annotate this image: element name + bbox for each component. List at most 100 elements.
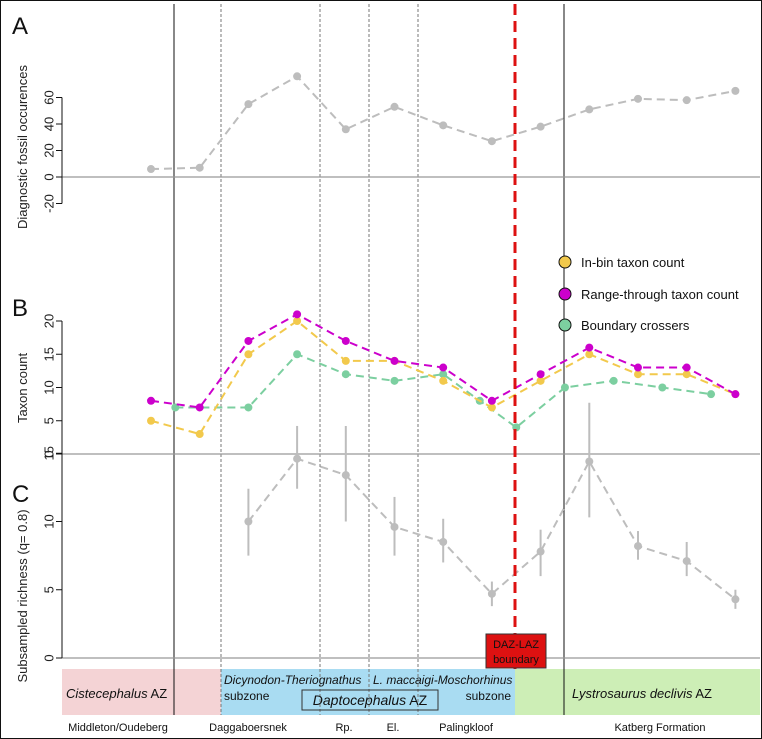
formation-label-middleton: Middleton/Oudeberg [68, 722, 168, 734]
in-bin-point [585, 350, 594, 359]
richness-point [439, 537, 448, 546]
richness-point [244, 517, 253, 526]
y-axis-c: 0 5 10 15 [41, 446, 63, 662]
zone-cistecephalus-bg [62, 669, 221, 715]
formation-label-el: El. [387, 722, 400, 734]
zone-label-cistecephalus: Cistecephalus AZ [66, 686, 167, 701]
in-bin-point [244, 350, 253, 359]
range-through-point [293, 310, 302, 319]
richness-point [341, 471, 350, 480]
occurrence-point [147, 165, 155, 174]
panel-label-b: B [12, 295, 28, 322]
y-tick-label: 60 [41, 90, 56, 104]
occurrence-point [439, 121, 448, 130]
in-bin-point [682, 370, 691, 379]
boundary-box-line2: boundary [493, 654, 539, 666]
range-through-point [585, 343, 594, 352]
occurrence-point [293, 72, 302, 81]
in-bin-point [634, 370, 642, 379]
legend-label-in-bin: In-bin taxon count [581, 255, 685, 270]
y-tick-label: 0 [41, 173, 56, 180]
y-tick-label: -20 [41, 194, 56, 213]
boundary-crossers-point [293, 350, 302, 359]
plot-b [147, 310, 740, 439]
occurrence-point [634, 94, 642, 103]
formation-label-palingkloof: Palingkloof [439, 722, 494, 734]
in-bin-point [536, 376, 545, 385]
boundary-box [485, 633, 547, 669]
zone-label-dicynodon-sub: subzone [224, 689, 270, 703]
y-tick-label: 40 [41, 117, 56, 131]
y-tick-label: 0 [41, 654, 56, 661]
legend: In-bin taxon count Range-through taxon c… [558, 255, 739, 333]
in-bin-point [293, 317, 302, 325]
zone-label-maccaigi-sub: subzone [466, 689, 512, 703]
zone-daptocephalus-bg [221, 669, 515, 715]
boundary-crossers-point [244, 403, 253, 412]
range-through-point [487, 396, 496, 405]
y-tick-label: 5 [41, 417, 56, 424]
formation-dividers [220, 4, 419, 715]
boundary-crossers-point [390, 376, 399, 385]
range-through-point [634, 363, 642, 372]
y-tick-label: 15 [41, 446, 56, 460]
y-tick-label: 10 [41, 514, 56, 528]
plot-a [147, 72, 740, 174]
plot-c [244, 402, 740, 609]
boundary-crossers-point [439, 370, 448, 379]
range-through-point [682, 363, 691, 372]
occurrence-point [585, 105, 594, 114]
occurrence-point [195, 163, 204, 172]
y-axis-b: 0 5 10 15 20 [41, 314, 63, 458]
richness-point [390, 522, 399, 531]
occurrence-point [341, 125, 350, 134]
range-through-point [244, 336, 253, 345]
y-tick-label: 0 [41, 450, 56, 457]
legend-marker-range-through [558, 287, 572, 301]
in-bin-point [439, 376, 448, 385]
zone-label-dicynodon: Dicynodon-Theriognathus [224, 673, 361, 687]
richness-line [247, 457, 737, 601]
legend-marker-in-bin [558, 255, 572, 269]
boundary-crossers-point [609, 376, 618, 385]
range-through-point [439, 363, 448, 372]
occurrence-point [731, 86, 740, 95]
range-through-point [536, 370, 545, 379]
y-tick-label: 10 [41, 380, 56, 394]
y-tick-label: 20 [41, 143, 56, 157]
y-axis-label-c: Subsampled richness (q= 0.8) [15, 509, 30, 682]
zone-label-lystrosaurus: Lystrosaurus declivis AZ [572, 686, 712, 701]
in-bin-point [341, 356, 350, 365]
daptocephalus-label-box [301, 689, 439, 711]
boundary-crossers-point [707, 390, 716, 399]
richness-point [293, 454, 302, 463]
richness-point [682, 557, 691, 566]
range-through-point [147, 396, 155, 405]
range-through-point [195, 403, 204, 412]
occurrence-point [390, 102, 399, 111]
richness-point [536, 547, 545, 556]
zone-lystrosaurus-bg [515, 669, 760, 715]
y-tick-label: 5 [41, 586, 56, 593]
in-bin-point [487, 403, 496, 412]
range-through-point [341, 336, 350, 345]
y-axis-label-b: Taxon count [15, 353, 30, 423]
y-axis-a: -20 0 20 40 60 [41, 90, 63, 213]
boundary-crossers-point [341, 370, 350, 379]
occurrence-point [487, 137, 496, 146]
richness-point [731, 595, 740, 604]
formation-label-rp: Rp. [335, 722, 352, 734]
boundary-crossers-point [171, 403, 180, 412]
zone-label-daptocephalus: Daptocephalus AZ [313, 692, 428, 708]
y-axis-label-a: Diagnostic fossil occurences [15, 64, 30, 229]
panel-label-a: A [12, 13, 28, 40]
occurrence-point [244, 100, 253, 109]
richness-point [634, 542, 642, 551]
zone-label-maccaigi: L. maccaigi-Moschorhinus [373, 673, 512, 687]
boundary-box-line1: DAZ-LAZ [493, 639, 539, 651]
y-tick-label: 15 [41, 347, 56, 361]
in-bin-point [195, 430, 204, 439]
boundary-crossers-point [658, 383, 667, 392]
